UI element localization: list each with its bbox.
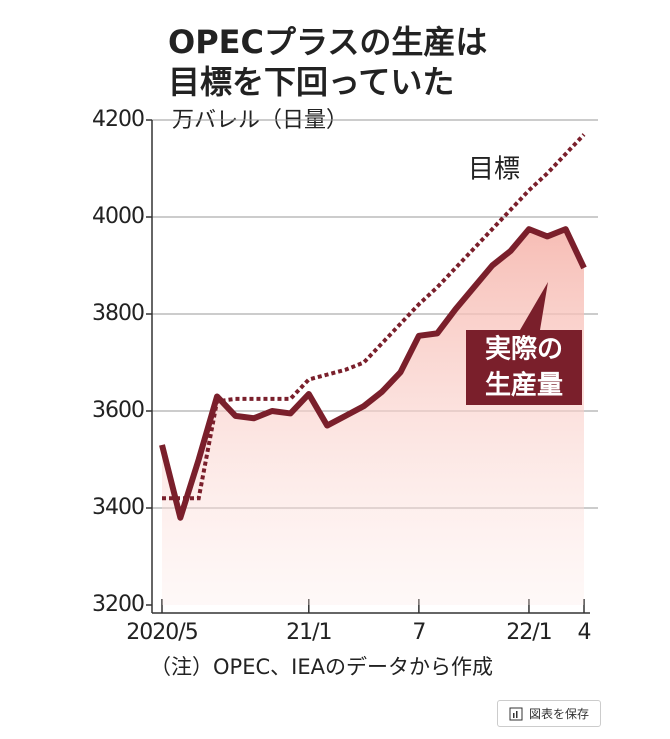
save-label: 図表を保存: [528, 707, 589, 721]
x-tick-label: 22/1: [506, 620, 551, 645]
actual-line: [159, 226, 587, 521]
annotation-box: [466, 282, 582, 405]
annotation-text: 生産量: [485, 370, 563, 401]
target-line: [162, 133, 586, 501]
x-tick-label: 2020/5: [126, 620, 197, 645]
y-tick-label: 3200: [92, 592, 144, 617]
x-tick-label: 7: [412, 620, 425, 645]
save-button[interactable]: 図表を保存: [497, 700, 601, 727]
area: [162, 229, 584, 605]
x-tick-label: 4: [578, 620, 591, 645]
chart-title: OPECプラスの生産は: [168, 23, 487, 61]
x-tick-label: 21/1: [286, 620, 331, 645]
y-tick-label: 3600: [92, 398, 144, 423]
series-label: 目標: [468, 155, 520, 185]
annotation-text: 実際の: [485, 334, 563, 365]
y-tick-label: 3800: [92, 301, 144, 326]
chart-title: 目標を下回っていた: [168, 63, 454, 101]
footnote: （注）OPEC、IEAのデータから作成: [150, 655, 493, 679]
y-tick-label: 4200: [92, 107, 144, 132]
icon: [509, 707, 523, 720]
y-tick-label: 4000: [92, 204, 144, 229]
y-tick-label: 3400: [92, 495, 144, 520]
